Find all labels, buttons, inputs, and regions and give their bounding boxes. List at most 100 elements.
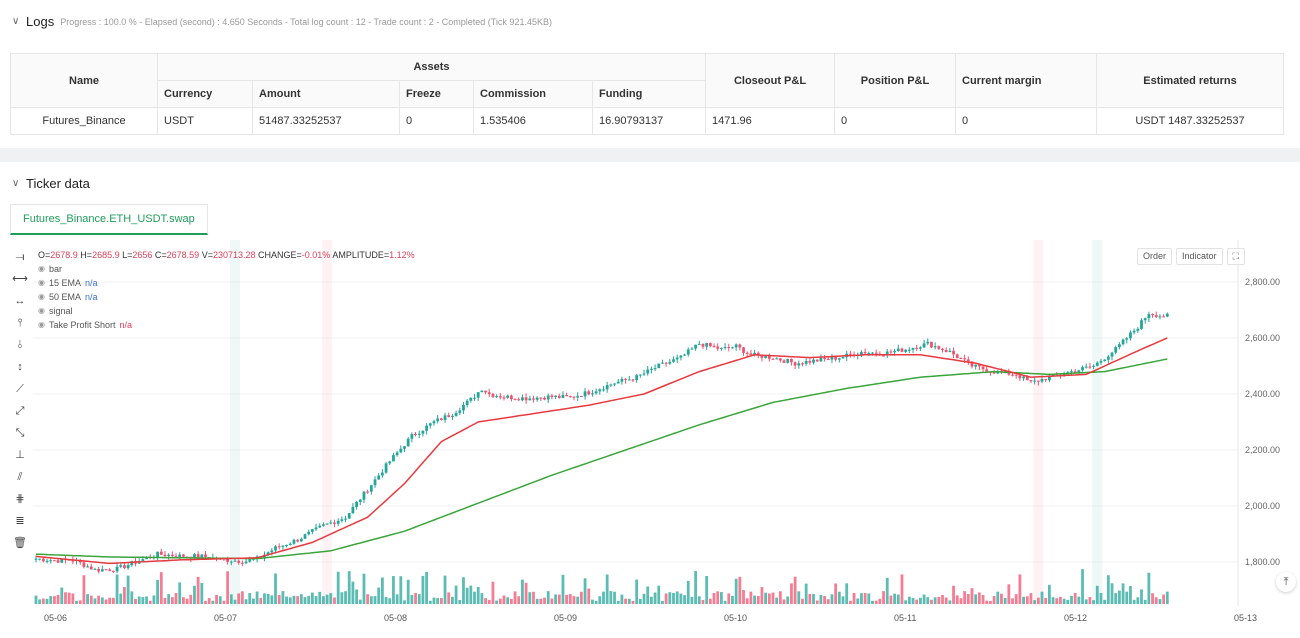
candle [517, 399, 521, 401]
candle [801, 363, 804, 365]
volume-bar [882, 591, 885, 604]
volume-bar [439, 598, 443, 604]
horizontal-ray-icon[interactable]: ↔ [14, 295, 26, 307]
ticker-title: Ticker data [26, 176, 90, 191]
tab-eth-usdt-swap[interactable]: Futures_Binance.ETH_USDT.swap [10, 204, 208, 235]
eye-icon[interactable]: ◉ [38, 292, 45, 301]
volume-bar [310, 592, 314, 604]
order-button[interactable]: Order [1137, 248, 1173, 265]
candle [513, 399, 517, 401]
candle [716, 346, 720, 349]
volume-bar [1099, 592, 1103, 604]
candle [808, 361, 812, 363]
pitchfork-icon[interactable]: ⋕ [15, 493, 25, 505]
ray-line-icon[interactable]: ⤢ [15, 405, 25, 417]
volume-bar [609, 591, 613, 604]
volume-bar [760, 587, 764, 604]
volume-bar [856, 598, 860, 604]
horizontal-line-icon[interactable]: ⟷ [12, 273, 28, 285]
volume-bar [823, 596, 826, 604]
candle [598, 389, 602, 392]
price-chart[interactable]: 2,800.00 2,600.00 2,400.00 2,200.00 2,000.00… [0, 162, 1300, 638]
legend-ema50[interactable]: ◉ 50 EMA n/a [38, 292, 98, 302]
crosshair-icon[interactable]: ⟞ [15, 251, 25, 263]
volume-bar [277, 595, 281, 604]
candle [635, 375, 639, 381]
legend-signal[interactable]: ◉ signal [38, 306, 73, 316]
volume-bar [708, 598, 712, 604]
volume-bar [900, 574, 904, 604]
candle [240, 562, 244, 564]
x-tick-label: 05-08 [384, 613, 407, 623]
eye-icon[interactable]: ◉ [38, 320, 45, 329]
chevron-down-icon[interactable]: ∨ [12, 16, 20, 27]
candle [34, 558, 38, 560]
volume-bar [60, 587, 64, 604]
candle [900, 348, 904, 352]
legend-bar[interactable]: ◉ bar [38, 264, 62, 274]
expand-icon[interactable]: ⛶ [1226, 248, 1245, 265]
parallel-channel-icon[interactable]: ⫽ [17, 471, 23, 483]
trash-icon[interactable]: 🗑 [13, 537, 27, 549]
trend-line-icon[interactable]: ⟋ [16, 383, 24, 395]
vertical-segment-icon[interactable]: ⫰ [17, 339, 23, 351]
y-tick-label: 1,800.00 [1245, 557, 1280, 567]
candle [686, 349, 690, 355]
candle [922, 343, 926, 348]
volume-bar [152, 595, 156, 604]
price-label-icon[interactable]: ⊥ [15, 449, 25, 461]
volume-bar [602, 591, 605, 604]
volume-bar [635, 579, 639, 604]
candle [756, 352, 760, 355]
candle [170, 554, 174, 557]
candle [292, 539, 296, 544]
fib-retracement-icon[interactable]: ≣ [15, 515, 25, 527]
candle [1040, 379, 1044, 382]
candle [871, 352, 874, 354]
eye-icon[interactable]: ◉ [38, 306, 45, 315]
volume-bar [252, 598, 255, 604]
candle [174, 556, 178, 558]
volume-bar [325, 594, 329, 604]
volume-bar [1143, 599, 1147, 604]
price-range-icon[interactable]: ↕ [17, 361, 23, 373]
eye-icon[interactable]: ◉ [38, 264, 45, 273]
volume-bar [1110, 583, 1114, 604]
candle [683, 354, 686, 356]
cell-position: 0 [834, 107, 956, 135]
volume-bar [115, 574, 119, 604]
volume-bar [502, 595, 506, 604]
scroll-to-top-icon[interactable]: ⤒ [1276, 572, 1296, 592]
candle [830, 356, 834, 360]
volume-bar [985, 600, 989, 604]
chevron-down-icon[interactable]: ∨ [12, 178, 20, 189]
volume-bar [1070, 595, 1073, 604]
volume-bar [392, 576, 395, 604]
legend-take-profit-short[interactable]: ◉ Take Profit Short n/a [38, 320, 133, 330]
volume-bar [1040, 591, 1044, 604]
volume-bar [1140, 589, 1143, 604]
volume-bar [141, 597, 145, 604]
ticker-header[interactable]: ∨ Ticker data [12, 176, 90, 191]
volume-bar [163, 597, 167, 604]
candle [863, 352, 867, 354]
header-name: Name [10, 53, 158, 108]
candle [848, 353, 852, 355]
volume-bar [764, 592, 768, 604]
volume-bar [296, 596, 300, 604]
indicator-button[interactable]: Indicator [1176, 248, 1223, 265]
volume-bar [1125, 591, 1129, 604]
vertical-line-icon[interactable]: ⫯ [17, 317, 23, 329]
volume-bar [89, 595, 93, 604]
eye-icon[interactable]: ◉ [38, 278, 45, 287]
volume-bar [211, 600, 215, 604]
extended-line-icon[interactable]: ⤡ [15, 427, 25, 439]
volume-bar [78, 600, 82, 604]
candle [502, 397, 506, 399]
volume-bar [200, 582, 204, 604]
volume-bar [679, 593, 683, 604]
volume-bar [532, 591, 535, 604]
logs-header[interactable]: ∨ Logs Progress : 100.0 % - Elapsed (sec… [12, 14, 552, 29]
legend-ema15[interactable]: ◉ 15 EMA n/a [38, 278, 98, 288]
volume-bar [373, 596, 377, 604]
